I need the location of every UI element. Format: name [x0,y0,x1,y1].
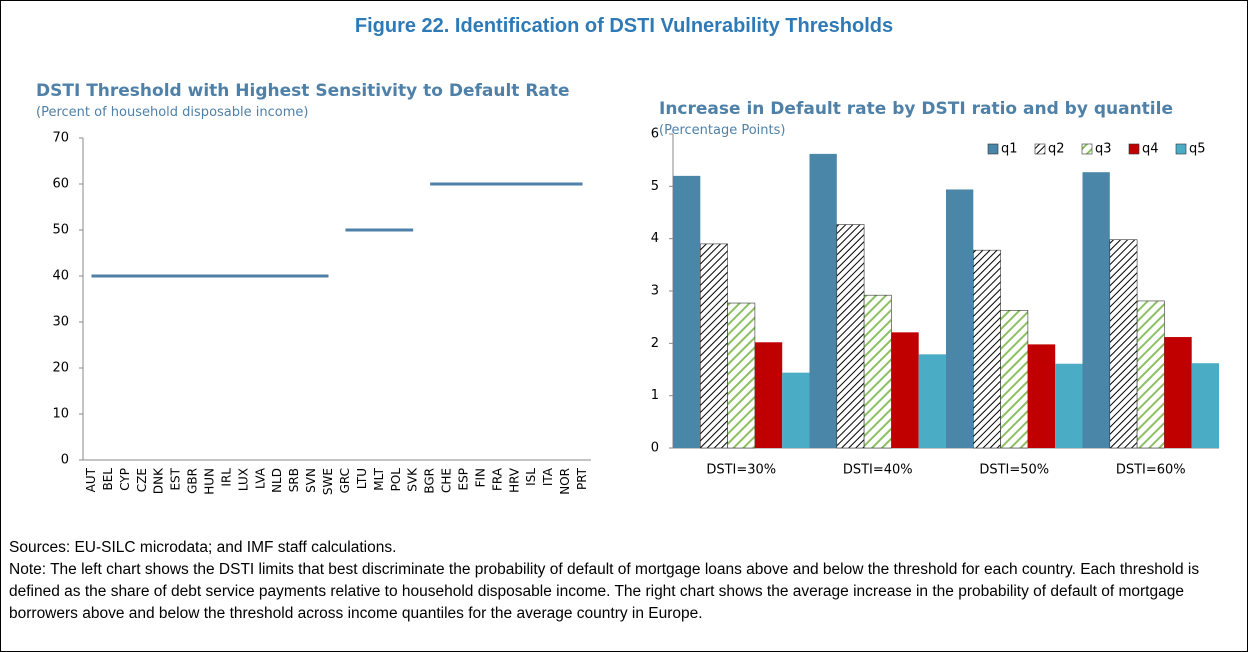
legend-swatch [987,143,999,155]
x-tick-label: DSTI=50% [979,463,1049,478]
legend-label: q5 [1189,142,1206,157]
x-tick-label: CYP [118,468,132,491]
x-tick-label: SRB [287,468,301,492]
y-tick-label: 30 [52,315,69,330]
note: Note: The left chart shows the DSTI limi… [9,561,1200,622]
x-tick-label: FIN [473,468,487,487]
y-tick-label: 6 [651,127,659,142]
bar [699,243,728,449]
legend-label: q3 [1095,142,1112,157]
bar [754,342,783,448]
bar [1027,344,1056,448]
y-tick-label: 5 [651,179,659,194]
x-tick-label: GBR [186,468,200,494]
legend-swatch [1128,143,1140,155]
bar [836,224,865,449]
y-tick-label: 10 [52,407,69,422]
x-tick-label: POL [389,468,403,492]
x-tick-label: ITA [541,467,555,486]
chart-subtitle: (Percentage Points) [659,123,786,138]
x-tick-label: LVA [253,467,267,489]
y-tick-label: 50 [52,223,69,238]
bar [918,354,946,448]
legend-label: q2 [1048,142,1065,157]
x-tick-label: MLT [372,467,386,490]
bar [782,372,810,448]
x-tick-label: CHE [440,468,454,493]
x-tick-label: DSTI=30% [706,463,776,478]
x-tick-label: AUT [84,467,98,492]
sources: Sources: EU-SILC microdata; and IMF staf… [9,539,397,556]
bar [1191,363,1219,448]
x-tick-label: EST [169,467,183,490]
x-tick-label: SWE [321,468,335,495]
bar [1055,363,1083,448]
x-tick-label: FRA [490,467,504,491]
x-tick-label: GRC [338,468,352,493]
x-tick-label: IRL [219,468,233,487]
x-tick-label: HUN [203,468,217,495]
bar [946,189,974,448]
y-tick-label: 3 [651,284,659,299]
bar [891,332,919,448]
figure-title: Figure 22. Identification of DSTI Vulner… [354,15,894,37]
x-tick-label: HRV [507,467,521,493]
x-tick-label: CZE [135,468,149,492]
bar [1082,172,1110,448]
x-tick-label: DNK [152,467,166,494]
y-tick-label: 1 [651,388,659,403]
y-tick-label: 2 [651,336,659,351]
x-tick-label: ESP [457,468,471,490]
legend-swatch [1081,143,1093,155]
y-tick-label: 60 [52,177,69,192]
bar [727,302,756,449]
chart-title: Increase in Default rate by DSTI ratio a… [659,99,1173,119]
bar [972,249,1001,449]
x-tick-label: BGR [423,468,437,494]
x-tick-label: DSTI=60% [1116,463,1186,478]
y-tick-label: 0 [61,453,69,468]
chart-subtitle: (Percent of household disposable income) [36,105,309,120]
legend-label: q1 [1001,142,1018,157]
y-tick-label: 0 [651,441,659,456]
x-tick-label: LUX [236,468,250,491]
y-tick-label: 20 [52,361,69,376]
y-tick-label: 40 [52,269,69,284]
bar [809,153,837,449]
x-tick-label: ISL [524,468,538,486]
legend-label: q4 [1142,142,1159,157]
x-tick-label: DSTI=40% [843,463,913,478]
y-tick-label: 70 [52,131,69,146]
x-tick-label: SVN [304,468,318,493]
x-tick-label: PRT [575,467,589,490]
x-tick-label: NOR [558,468,572,495]
chart-title: DSTI Threshold with Highest Sensitivity … [36,81,570,101]
x-tick-label: BEL [101,468,115,491]
bar [1000,310,1029,449]
bar [1109,239,1138,449]
x-tick-label: LTU [355,468,369,489]
legend-swatch [1175,143,1187,155]
bar [863,294,892,449]
bar [1164,337,1192,448]
x-tick-label: SVK [406,467,420,492]
x-tick-label: NLD [270,468,284,493]
bar [673,175,701,448]
bar [1136,300,1165,449]
y-tick-label: 4 [651,231,659,246]
legend-swatch [1034,143,1046,155]
